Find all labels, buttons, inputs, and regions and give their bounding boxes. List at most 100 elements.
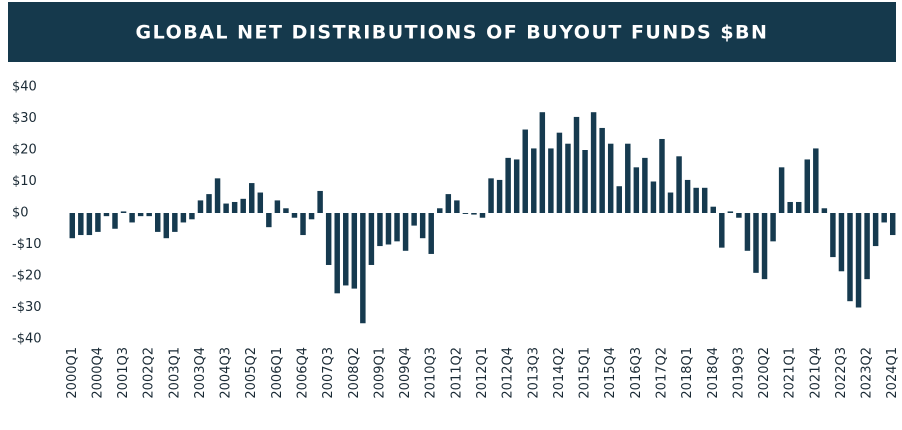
bar [163,213,170,239]
bar [214,178,221,213]
x-tick-label: 2011Q2 [449,347,464,399]
bar [513,159,520,213]
x-tick-label: 2021Q4 [808,347,823,399]
x-tick-label: 2002Q2 [142,347,157,399]
bar [223,203,229,213]
bar [872,213,879,247]
bar [693,187,699,213]
x-tick-label: 2021Q1 [783,347,798,399]
x-tick-label: 2003Q4 [193,347,208,399]
bar [377,213,383,247]
x-tick-label: 2012Q4 [501,347,516,399]
bar [881,213,887,223]
bar [642,157,648,213]
bar [889,213,896,236]
bar [607,143,614,213]
y-tick-label: $40 [12,80,37,95]
bar [864,213,870,280]
bar [291,213,298,218]
bar [633,167,640,213]
bar [334,213,340,294]
bar [821,208,828,213]
y-tick-label: -$40 [12,332,42,347]
bar [231,201,238,213]
bar [206,194,212,213]
bar [146,213,152,217]
bar [855,213,862,308]
x-tick-label: 2006Q4 [296,347,311,399]
bar [368,213,375,265]
bar [428,213,434,254]
bar [402,213,409,251]
bar [505,157,511,213]
bar [590,112,597,213]
bar [317,190,323,213]
bar [496,179,503,213]
bar [582,150,588,213]
bar [795,201,802,213]
y-tick-label: $0 [12,206,29,221]
x-tick-label: 2017Q2 [654,347,669,399]
bar [411,213,417,226]
bar [488,178,494,213]
x-tick-label: 2010Q3 [424,347,439,399]
bar [616,186,622,213]
bar [847,213,853,302]
y-tick-label: -$10 [12,237,42,252]
bar [462,213,469,214]
x-tick-label: 2005Q2 [244,347,259,399]
x-tick-label: 2019Q3 [731,347,746,399]
bar [565,143,571,213]
y-tick-label: -$20 [12,269,42,284]
y-tick-label: $20 [12,143,37,158]
chart-title: GLOBAL NET DISTRIBUTIONS OF BUYOUT FUNDS… [136,22,769,44]
x-tick-label: 2022Q3 [834,347,849,399]
x-tick-label: 2020Q2 [757,347,772,399]
x-tick-label: 2018Q1 [680,347,695,399]
bar [548,148,554,213]
bar [385,213,392,245]
bar [445,194,452,213]
bar [599,127,605,213]
bar [736,213,742,218]
bar [813,148,819,213]
x-tick-label: 2016Q3 [629,347,644,399]
x-tick-label: 2013Q3 [526,347,541,399]
bar [189,213,195,220]
x-tick-label: 2018Q4 [706,347,721,399]
x-tick-label: 2009Q4 [398,347,413,399]
bar [300,213,306,236]
bar [667,192,674,213]
bar [787,201,793,213]
x-tick-label: 2009Q1 [372,347,387,399]
bar [249,183,255,213]
y-tick-label: $10 [12,174,37,189]
bar [266,213,272,228]
bar [103,213,110,217]
bar [838,213,845,272]
y-tick-label: $30 [12,111,37,126]
bar [112,213,118,229]
bar [129,213,135,223]
bar [394,213,400,242]
bar [684,179,691,213]
x-tick-label: 2008Q2 [347,347,362,399]
bar [120,211,127,213]
bar [522,129,528,213]
bar [257,192,264,213]
bar [137,213,144,217]
bar [180,213,187,223]
bar [761,213,768,280]
bar [155,213,161,232]
bar [351,213,358,289]
bar [274,200,281,213]
bar [719,213,725,248]
bar [770,213,776,242]
bar [650,181,657,213]
x-tick-label: 2006Q1 [270,347,285,399]
bar [78,213,84,236]
x-tick-label: 2000Q4 [90,347,105,399]
x-tick-label: 2003Q1 [167,347,182,399]
bar [419,213,426,239]
bar [727,211,734,213]
